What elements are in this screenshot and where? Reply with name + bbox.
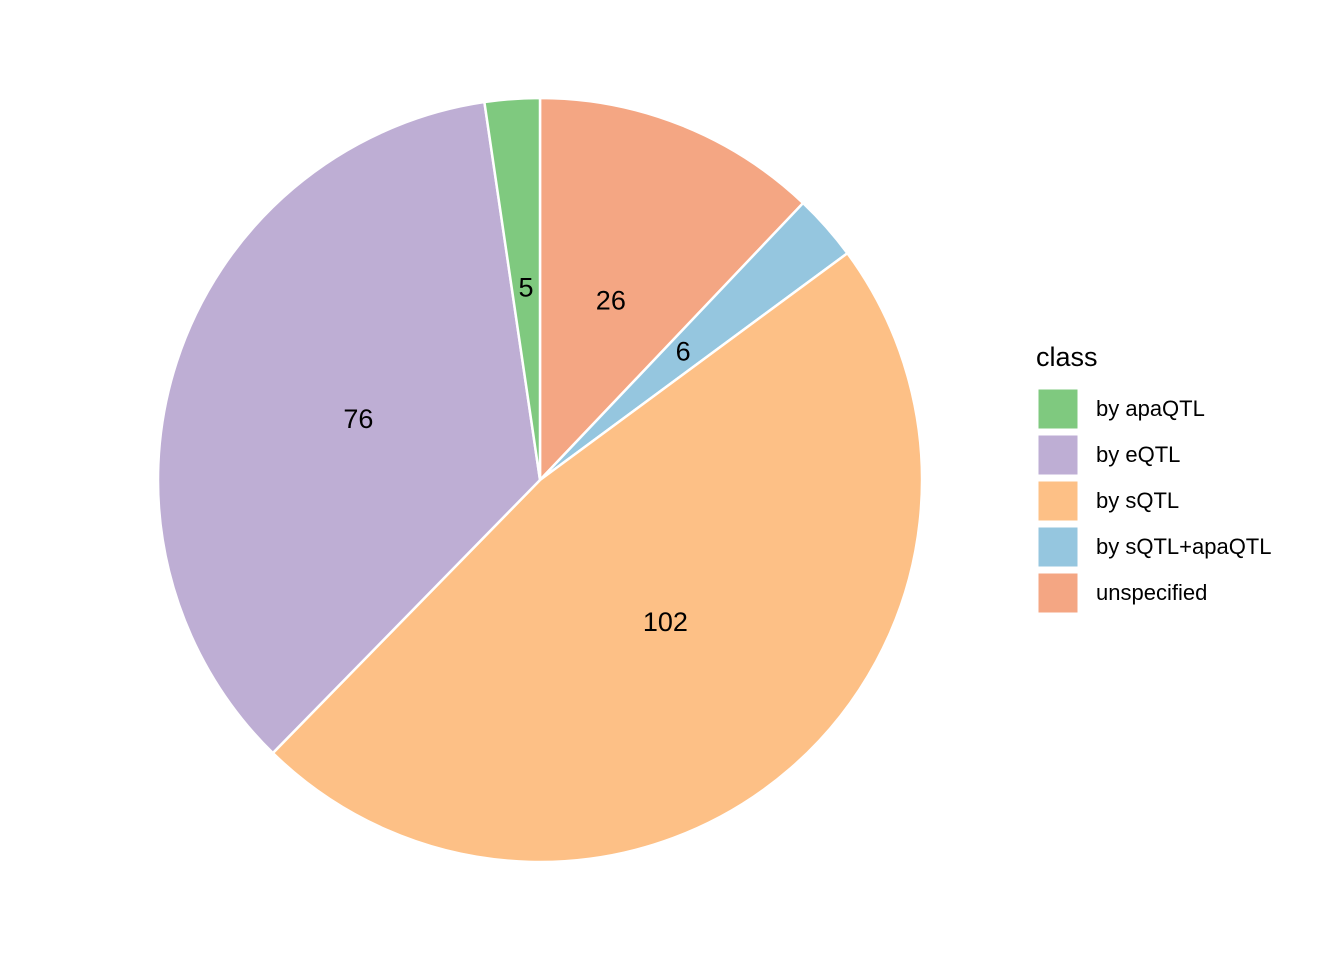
pie-slice [538,96,805,484]
pie-slice [156,100,542,755]
slice-label: 5 [519,273,534,303]
legend-swatch [1037,388,1079,430]
legend-swatch [1037,526,1079,568]
legend-label: unspecified [1096,580,1207,605]
legend-title: class [1036,342,1098,372]
legend-label: by eQTL [1096,442,1180,467]
pie-slice [271,251,924,864]
slice-label: 76 [343,404,373,434]
legend-label: by sQTL+apaQTL [1096,534,1271,559]
legend-label: by apaQTL [1096,396,1205,421]
slice-label: 102 [643,607,688,637]
slice-label: 26 [596,286,626,316]
legend-swatch [1037,480,1079,522]
legend-swatch [1037,572,1079,614]
pie-slice [482,96,542,481]
legend-swatch [1037,434,1079,476]
slice-label: 6 [676,337,691,367]
legend-label: by sQTL [1096,488,1179,513]
